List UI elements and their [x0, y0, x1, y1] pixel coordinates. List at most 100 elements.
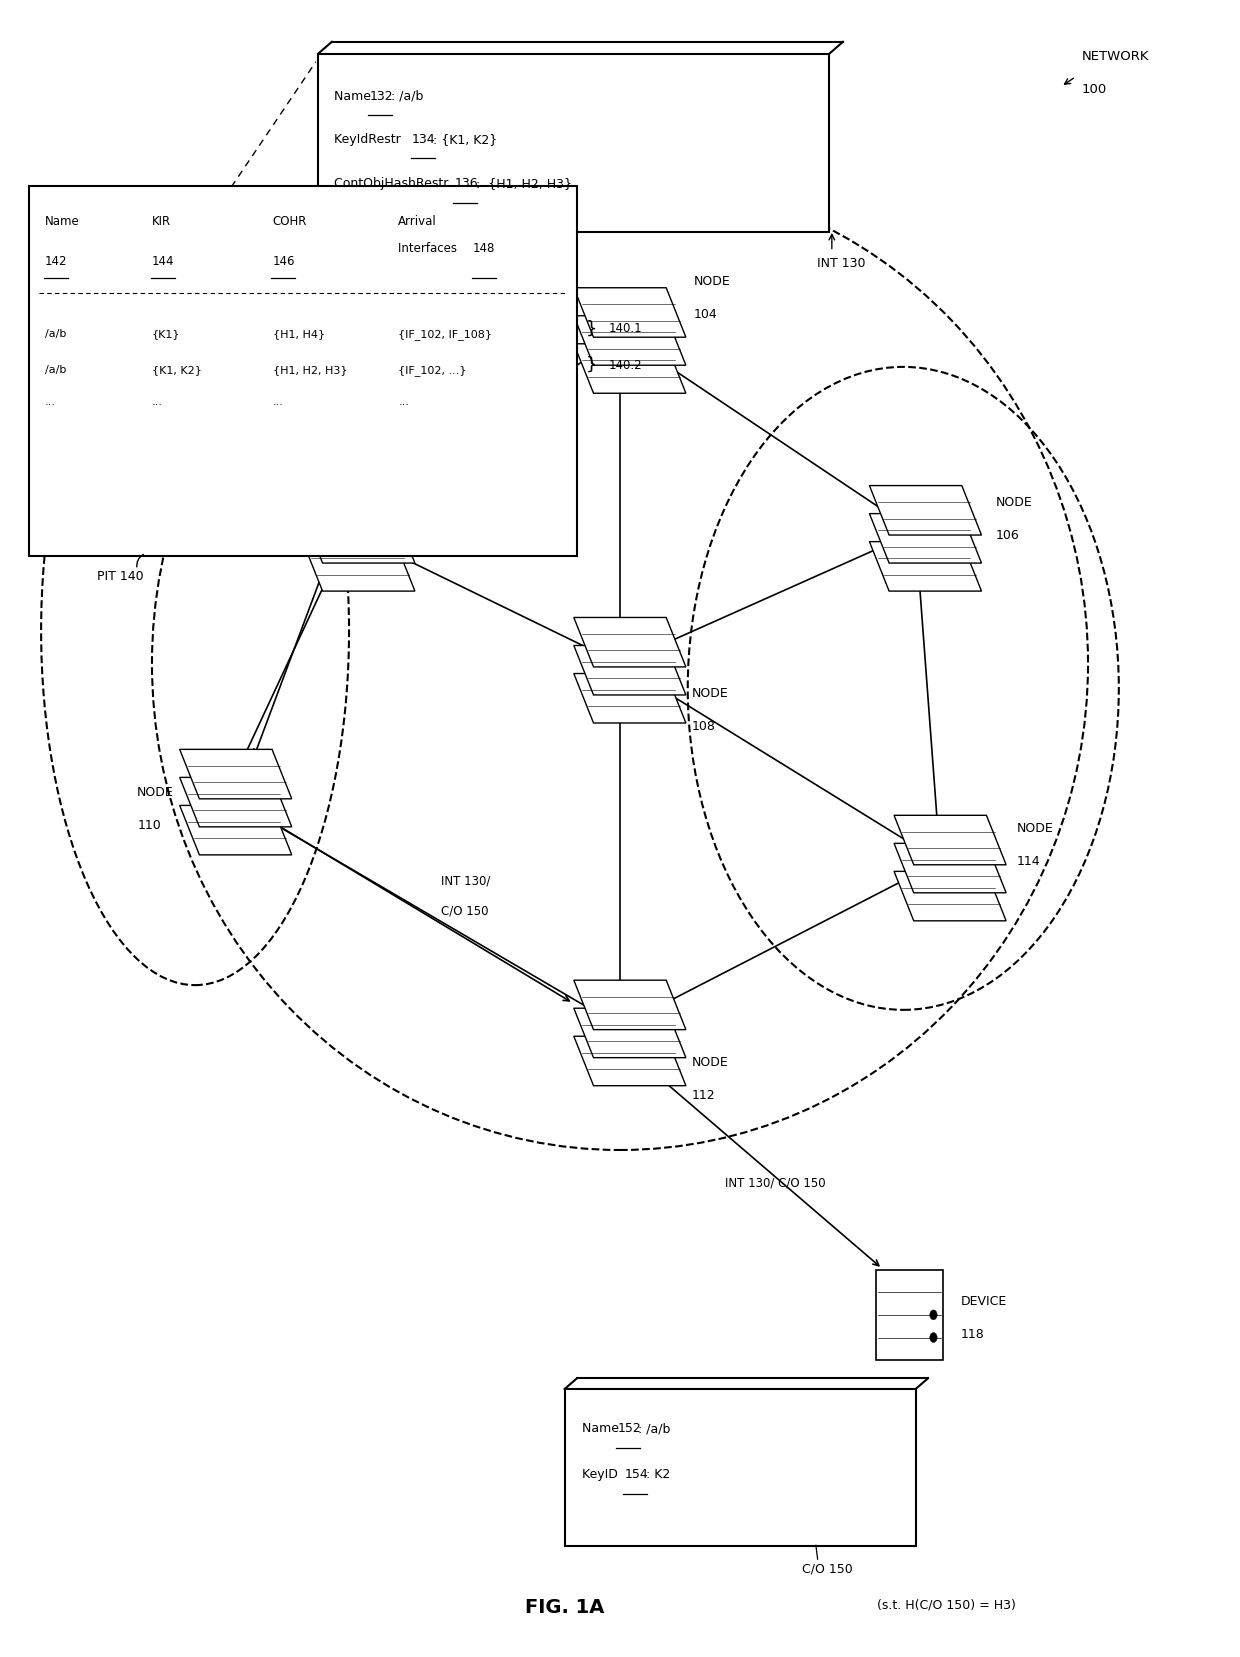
Text: :  {H1, H2, H3}: : {H1, H2, H3} — [476, 177, 572, 191]
Text: {H1, H4}: {H1, H4} — [273, 330, 325, 340]
Text: DEVICE: DEVICE — [60, 244, 105, 257]
FancyBboxPatch shape — [564, 1389, 915, 1546]
Text: : {K1, K2}: : {K1, K2} — [434, 133, 497, 146]
Text: KIR: KIR — [153, 215, 171, 229]
Text: 144: 144 — [153, 255, 175, 268]
Text: 146: 146 — [273, 255, 295, 268]
Text: DEVICE: DEVICE — [961, 1296, 1007, 1307]
Text: 118: 118 — [961, 1329, 985, 1341]
Text: Arrival: Arrival — [398, 215, 436, 229]
Text: 132: 132 — [370, 89, 393, 103]
Text: INT 130/: INT 130/ — [441, 875, 491, 888]
Text: 136: 136 — [455, 177, 479, 191]
Text: ...: ... — [398, 396, 409, 406]
Polygon shape — [574, 288, 686, 336]
FancyBboxPatch shape — [109, 305, 146, 366]
Text: : /a/b: : /a/b — [639, 1422, 671, 1435]
Text: 148: 148 — [472, 242, 495, 255]
Text: NODE: NODE — [996, 495, 1033, 509]
Text: /a/b: /a/b — [45, 330, 66, 340]
Text: NODE: NODE — [694, 275, 730, 288]
Text: 108: 108 — [692, 719, 715, 732]
Text: KeyID: KeyID — [582, 1468, 621, 1481]
Text: KeyIdRestr: KeyIdRestr — [335, 133, 405, 146]
Polygon shape — [574, 1007, 686, 1057]
Text: NODE: NODE — [420, 505, 458, 519]
Polygon shape — [869, 486, 982, 535]
Text: {K1}: {K1} — [153, 330, 181, 340]
FancyBboxPatch shape — [319, 53, 830, 232]
Text: 106: 106 — [996, 529, 1019, 542]
Polygon shape — [574, 673, 686, 722]
Text: 110: 110 — [138, 819, 161, 832]
Text: ContObjHashRestr: ContObjHashRestr — [335, 177, 453, 191]
Text: (s.t. H(C/O 150) = H3): (s.t. H(C/O 150) = H3) — [877, 1599, 1016, 1611]
Text: COHR: COHR — [273, 215, 308, 229]
Text: : /a/b: : /a/b — [391, 89, 423, 103]
Text: 114: 114 — [1017, 855, 1040, 868]
Polygon shape — [180, 805, 291, 855]
Text: {IF_102, ...}: {IF_102, ...} — [398, 365, 466, 376]
Polygon shape — [894, 843, 1006, 893]
Circle shape — [930, 1332, 937, 1342]
Polygon shape — [303, 542, 415, 592]
Circle shape — [124, 386, 130, 396]
Text: 154: 154 — [624, 1468, 649, 1481]
Polygon shape — [894, 872, 1006, 921]
FancyBboxPatch shape — [875, 1269, 944, 1360]
Circle shape — [930, 1311, 937, 1321]
Polygon shape — [869, 514, 982, 563]
Text: : K2: : K2 — [646, 1468, 670, 1481]
FancyBboxPatch shape — [97, 277, 159, 408]
Text: ...: ... — [153, 396, 162, 406]
Text: C/O 150: C/O 150 — [441, 905, 489, 918]
Text: {IF_102, IF_108}: {IF_102, IF_108} — [398, 330, 492, 340]
Text: NODE: NODE — [692, 1056, 728, 1069]
Polygon shape — [180, 777, 291, 827]
Polygon shape — [574, 316, 686, 365]
Text: C/O 150: C/O 150 — [236, 418, 283, 431]
Polygon shape — [303, 486, 415, 535]
Text: C/O 150: C/O 150 — [802, 1563, 853, 1576]
Text: 134: 134 — [412, 133, 435, 146]
Polygon shape — [574, 343, 686, 393]
Text: }: } — [585, 320, 596, 338]
Text: 102: 102 — [420, 539, 444, 552]
Text: Name: Name — [45, 215, 79, 229]
Text: }: } — [585, 356, 596, 374]
Polygon shape — [180, 749, 291, 799]
Text: {K1, K2}: {K1, K2} — [153, 365, 202, 374]
Text: 112: 112 — [692, 1089, 715, 1102]
Text: ...: ... — [273, 396, 284, 406]
Text: Interfaces: Interfaces — [398, 242, 461, 255]
Text: NETWORK: NETWORK — [1081, 50, 1149, 63]
Text: NODE: NODE — [692, 686, 728, 699]
Polygon shape — [574, 1036, 686, 1085]
Polygon shape — [574, 618, 686, 666]
Text: ...: ... — [45, 396, 56, 406]
Text: 142: 142 — [45, 255, 67, 268]
FancyBboxPatch shape — [29, 186, 577, 557]
Text: INT 130: INT 130 — [817, 257, 866, 270]
Text: 116: 116 — [60, 272, 83, 285]
Text: INT 130/: INT 130/ — [236, 389, 285, 403]
Text: Name: Name — [335, 89, 376, 103]
Text: {H1, H2, H3}: {H1, H2, H3} — [273, 365, 347, 374]
Polygon shape — [574, 981, 686, 1029]
Text: 140.2: 140.2 — [609, 358, 642, 371]
Text: FIG. 1A: FIG. 1A — [525, 1597, 604, 1617]
Polygon shape — [574, 646, 686, 694]
Text: 100: 100 — [1081, 83, 1107, 96]
Text: 152: 152 — [618, 1422, 641, 1435]
Text: PIT 140: PIT 140 — [97, 570, 143, 583]
Text: INT 130/ C/O 150: INT 130/ C/O 150 — [724, 1176, 826, 1190]
Text: 140.1: 140.1 — [609, 323, 642, 335]
Text: 104: 104 — [694, 308, 718, 320]
Text: NODE: NODE — [138, 785, 174, 799]
Text: Name: Name — [582, 1422, 622, 1435]
Text: NODE: NODE — [1017, 822, 1053, 835]
Text: /a/b: /a/b — [45, 365, 66, 374]
Polygon shape — [894, 815, 1006, 865]
Polygon shape — [869, 542, 982, 592]
Polygon shape — [303, 514, 415, 563]
